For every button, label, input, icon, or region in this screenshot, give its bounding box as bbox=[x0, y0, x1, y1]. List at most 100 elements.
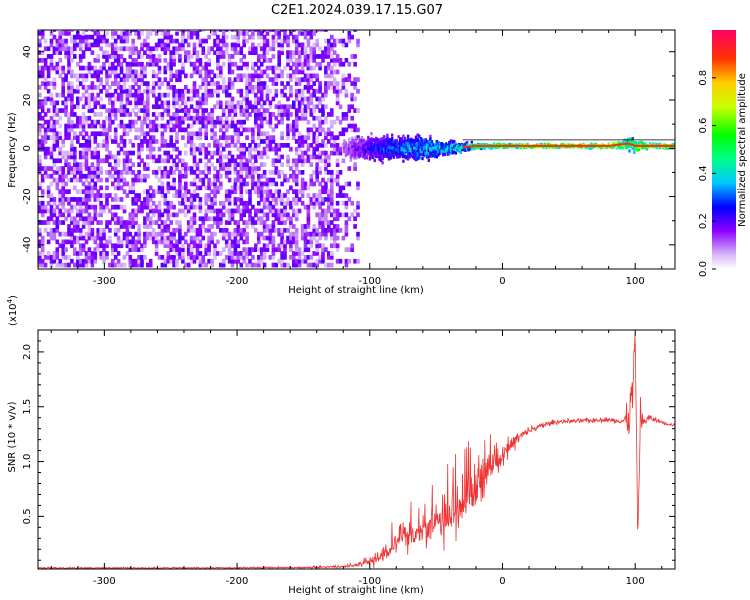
heat-cell bbox=[78, 200, 83, 206]
heat-cell bbox=[280, 69, 284, 75]
heat-cell bbox=[318, 65, 322, 71]
heat-cell bbox=[262, 181, 267, 187]
heat-cell bbox=[96, 38, 100, 44]
heat-cell bbox=[297, 108, 302, 113]
heat-cell bbox=[289, 166, 293, 171]
heat-cell bbox=[49, 231, 54, 237]
heat-cell bbox=[300, 96, 305, 102]
heat-cell bbox=[113, 139, 118, 144]
heat-cell bbox=[262, 170, 267, 175]
heat-cell bbox=[259, 216, 264, 222]
heat-cell bbox=[178, 189, 182, 194]
heat-cell bbox=[61, 143, 65, 148]
heat-cell bbox=[131, 185, 135, 191]
heat-cell bbox=[254, 92, 258, 98]
heat-cell bbox=[330, 108, 334, 113]
heat-cell bbox=[108, 228, 112, 233]
heat-cell bbox=[169, 255, 173, 260]
heat-cell bbox=[160, 231, 165, 237]
heat-cell bbox=[93, 100, 98, 106]
heat-cell bbox=[271, 127, 276, 133]
heat-cell bbox=[259, 208, 264, 214]
heat-cell bbox=[146, 143, 150, 148]
heat-cell bbox=[321, 189, 325, 194]
heat-cell bbox=[131, 69, 135, 75]
heat-cell bbox=[449, 144, 453, 148]
heat-cell bbox=[438, 147, 442, 152]
heat-cell bbox=[344, 231, 349, 237]
heat-cell bbox=[84, 100, 89, 106]
heat-cell bbox=[70, 127, 74, 133]
heat-cell bbox=[248, 146, 252, 152]
heat-cell bbox=[154, 231, 159, 237]
heat-cell bbox=[49, 92, 54, 98]
heat-cell bbox=[163, 158, 168, 164]
heat-cell bbox=[362, 150, 365, 154]
heat-cell bbox=[87, 34, 92, 40]
heat-cell bbox=[280, 200, 284, 206]
heat-cell bbox=[286, 127, 290, 133]
heat-cell bbox=[309, 255, 314, 260]
heat-cell bbox=[429, 137, 432, 141]
heat-cell bbox=[332, 81, 337, 86]
heat-cell bbox=[292, 127, 296, 133]
heat-cell bbox=[277, 65, 281, 71]
heat-cell bbox=[315, 104, 319, 110]
heat-cell bbox=[184, 73, 188, 79]
heat-cell bbox=[239, 31, 244, 36]
heat-cell bbox=[400, 149, 403, 153]
heat-cell bbox=[354, 153, 357, 157]
heat-cell bbox=[216, 216, 220, 222]
heat-cell bbox=[297, 69, 302, 75]
heat-cell bbox=[341, 115, 346, 121]
heat-cell bbox=[356, 146, 359, 150]
heat-cell bbox=[216, 54, 220, 59]
heat-cell bbox=[224, 197, 229, 202]
heat-cell bbox=[146, 197, 150, 202]
heat-cell bbox=[335, 181, 340, 187]
heat-cell bbox=[268, 123, 273, 129]
heat-cell bbox=[224, 123, 229, 129]
heat-cell bbox=[257, 247, 261, 252]
heat-cell bbox=[70, 154, 74, 160]
heat-cell bbox=[251, 220, 255, 225]
heat-cell bbox=[386, 154, 389, 158]
heat-cell bbox=[312, 231, 316, 237]
heat-cell bbox=[122, 58, 127, 63]
heat-cell bbox=[76, 61, 80, 67]
heat-cell bbox=[251, 216, 255, 222]
heat-cell bbox=[349, 158, 352, 162]
heat-cell bbox=[297, 58, 302, 63]
heat-cell bbox=[303, 247, 308, 252]
heat-cell bbox=[61, 88, 65, 94]
heat-cell bbox=[414, 155, 418, 159]
heat-cell bbox=[137, 73, 141, 79]
heat-cell bbox=[38, 228, 42, 233]
heat-cell bbox=[403, 154, 407, 159]
heat-cell bbox=[254, 146, 258, 152]
heat-cell bbox=[227, 243, 232, 249]
heat-cell bbox=[399, 153, 402, 158]
heat-cell bbox=[84, 139, 89, 144]
heat-cell bbox=[64, 100, 68, 106]
heat-cell bbox=[277, 119, 281, 125]
heat-cell bbox=[38, 231, 42, 237]
heat-cell bbox=[221, 31, 226, 36]
heat-cell bbox=[70, 228, 74, 233]
heat-cell bbox=[257, 65, 261, 71]
heat-cell bbox=[321, 127, 325, 133]
heat-cell bbox=[403, 141, 407, 145]
heat-cell bbox=[40, 108, 45, 113]
heat-cell bbox=[137, 208, 141, 214]
heat-cell bbox=[286, 131, 290, 137]
heat-cell bbox=[470, 140, 473, 144]
heat-cell bbox=[131, 77, 135, 82]
heat-cell bbox=[99, 143, 103, 148]
heat-cell bbox=[166, 255, 171, 260]
heat-cell bbox=[131, 247, 135, 252]
heat-cell bbox=[84, 30, 89, 32]
heat-cell bbox=[186, 50, 191, 55]
heat-cell bbox=[254, 143, 258, 148]
heat-cell bbox=[52, 143, 57, 148]
heat-cell bbox=[221, 247, 226, 252]
